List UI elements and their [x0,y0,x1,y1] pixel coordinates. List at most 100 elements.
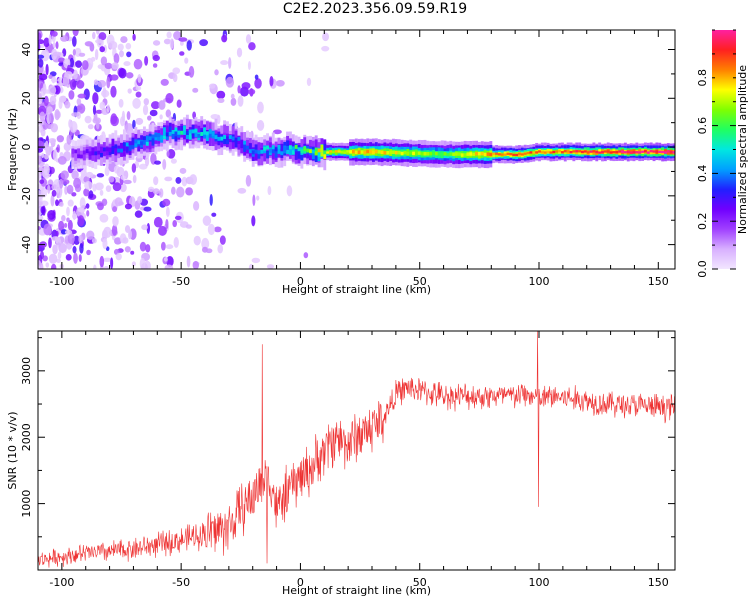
heatmap-speckle [38,245,41,252]
heatmap-ridge-cell [349,150,353,154]
heatmap-ridge-cell [492,152,496,158]
heatmap-ridge-cell [85,149,89,154]
heatmap-speckle [46,225,52,236]
heatmap-speckle [43,163,50,176]
heatmap-speckle [84,181,93,190]
heatmap-ridge-cell [223,136,227,145]
heatmap-speckle [159,114,163,120]
heatmap-speckle [105,185,112,192]
heatmap-speckle [73,177,82,189]
heatmap-ridge-cell [535,151,539,154]
spectrogram-xtick-label: 100 [529,275,550,288]
heatmap-speckle [209,194,213,206]
heatmap-ridge-cell [672,151,675,154]
heatmap-speckle [184,57,189,64]
heatmap-ridge-cell [560,151,564,154]
heatmap-speckle [116,166,125,178]
heatmap-ridge-cell [214,135,218,140]
heatmap-ridge-cell [320,144,324,153]
heatmap-speckle [73,69,78,80]
heatmap-speckle [228,57,232,69]
heatmap-ridge-cell [592,150,596,153]
heatmap-ridge-cell [157,133,161,142]
heatmap-speckle [148,186,155,193]
heatmap-speckle [164,264,174,269]
heatmap-speckle [104,166,110,177]
heatmap-ridge-cell [240,144,244,149]
heatmap-ridge-cell [603,150,607,153]
heatmap-speckle [112,182,122,192]
heatmap-ridge-cell [389,150,393,155]
heatmap-ridge-cell [194,128,198,133]
heatmap-ridge-cell [449,152,453,156]
heatmap-speckle [266,264,275,269]
heatmap-speckle [214,69,219,76]
heatmap-ridge-cell [263,146,267,151]
heatmap-speckle [165,218,169,230]
heatmap-speckle [92,92,99,105]
heatmap-ridge-cell [666,150,670,153]
heatmap-speckle [92,31,96,40]
heatmap-ridge-cell [208,133,212,138]
heatmap-speckle [189,174,198,185]
heatmap-speckle [95,30,100,35]
spectrogram-xtick-label: 150 [648,275,669,288]
heatmap-speckle [126,111,131,121]
heatmap-speckle [50,78,58,83]
snr-ytick-label: 3000 [20,357,33,385]
heatmap-speckle [71,112,80,117]
heatmap-ridge-cell [77,154,81,159]
heatmap-ridge-cell [563,150,567,153]
heatmap-ridge-cell [151,137,155,146]
heatmap-ridge-cell [183,131,186,135]
heatmap-speckle [67,233,75,245]
heatmap-ridge-cell [274,147,278,152]
heatmap-ridge-cell [664,151,667,154]
heatmap-speckle [106,76,111,89]
heatmap-speckle [103,226,112,238]
heatmap-ridge-cell [234,139,238,148]
heatmap-speckle [149,109,158,117]
heatmap-ridge-cell [208,129,212,137]
heatmap-speckle [146,223,151,234]
heatmap-speckle [39,262,44,269]
heatmap-speckle [186,40,192,51]
heatmap-speckle [90,56,96,62]
heatmap-speckle [230,93,235,99]
heatmap-speckle [54,235,60,244]
heatmap-speckle [169,38,174,49]
heatmap-ridge-cell [495,152,499,158]
heatmap-speckle [306,77,312,87]
heatmap-ridge-cell [374,149,378,154]
heatmap-speckle [163,257,168,262]
heatmap-speckle [62,75,70,87]
heatmap-speckle [152,188,160,195]
heatmap-ridge-cell [257,150,261,155]
heatmap-speckle [166,255,174,267]
heatmap-speckle [145,244,151,253]
heatmap-speckle [108,176,115,183]
heatmap-ridge-cell [569,150,573,154]
snr-xtick-label: -50 [172,576,190,589]
heatmap-ridge-cell [280,151,284,156]
heatmap-ridge-cell [309,149,312,154]
heatmap-ridge-cell [71,153,75,158]
heatmap-speckle [144,155,150,167]
heatmap-ridge-cell [403,150,407,155]
heatmap-speckle [66,184,74,195]
heatmap-ridge-cell [337,150,341,153]
heatmap-ridge-cell [480,151,484,156]
heatmap-speckle [55,199,59,207]
heatmap-ridge-cell [111,146,115,151]
heatmap-ridge-cell [520,153,524,156]
heatmap-speckle [207,223,215,236]
heatmap-speckle [179,51,185,56]
heatmap-speckle [221,34,228,43]
heatmap-ridge-cell [489,152,493,157]
heatmap-speckle [252,194,256,207]
heatmap-ridge-cell [363,150,367,155]
colorbar-tick-label: 0.0 [696,260,709,278]
heatmap-speckle [135,117,144,125]
heatmap-ridge-cell [549,151,553,154]
heatmap-ridge-cell [343,151,347,154]
